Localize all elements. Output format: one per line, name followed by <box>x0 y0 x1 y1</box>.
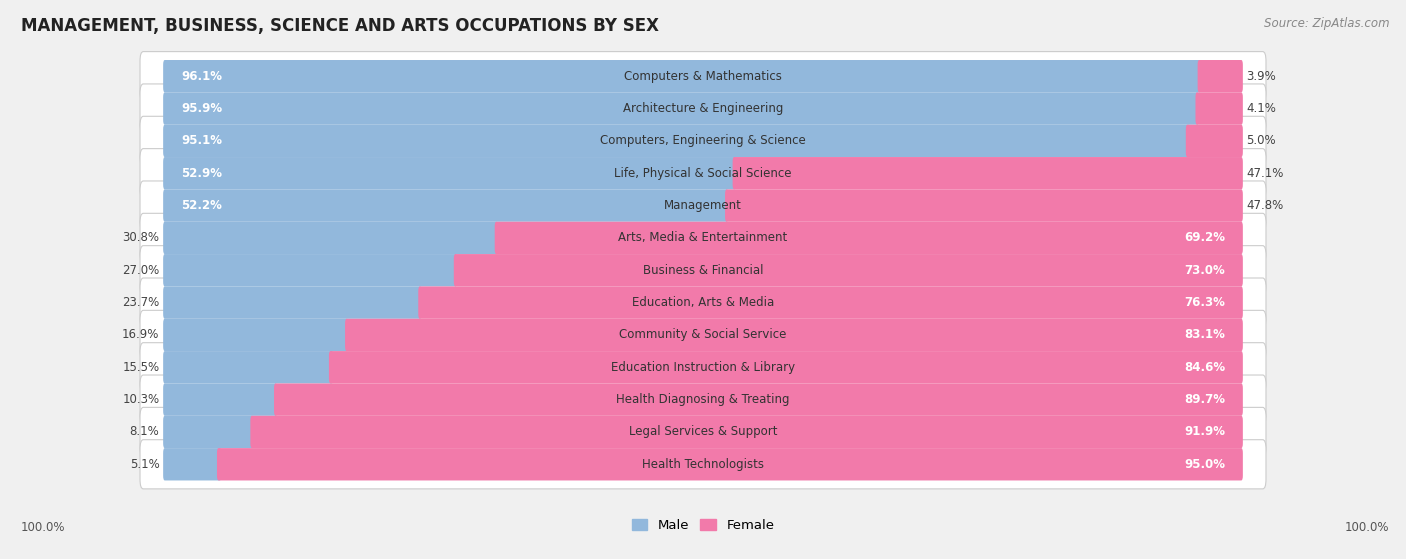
Text: Health Diagnosing & Treating: Health Diagnosing & Treating <box>616 393 790 406</box>
Text: 100.0%: 100.0% <box>1344 521 1389 534</box>
Text: 30.8%: 30.8% <box>122 231 159 244</box>
Text: 91.9%: 91.9% <box>1184 425 1225 438</box>
Text: Computers & Mathematics: Computers & Mathematics <box>624 70 782 83</box>
Text: 83.1%: 83.1% <box>1184 329 1225 342</box>
Text: 96.1%: 96.1% <box>181 70 222 83</box>
FancyBboxPatch shape <box>163 190 728 222</box>
Text: Business & Financial: Business & Financial <box>643 264 763 277</box>
FancyBboxPatch shape <box>141 116 1265 165</box>
Text: 5.1%: 5.1% <box>129 458 159 471</box>
Text: 5.0%: 5.0% <box>1247 134 1277 148</box>
Text: 100.0%: 100.0% <box>21 521 66 534</box>
Text: 10.3%: 10.3% <box>122 393 159 406</box>
FancyBboxPatch shape <box>163 125 1189 157</box>
Text: Computers, Engineering & Science: Computers, Engineering & Science <box>600 134 806 148</box>
FancyBboxPatch shape <box>141 149 1265 198</box>
FancyBboxPatch shape <box>733 157 1243 190</box>
FancyBboxPatch shape <box>163 254 457 286</box>
FancyBboxPatch shape <box>141 408 1265 457</box>
FancyBboxPatch shape <box>163 351 333 383</box>
FancyBboxPatch shape <box>141 310 1265 359</box>
FancyBboxPatch shape <box>163 448 221 481</box>
FancyBboxPatch shape <box>163 286 422 319</box>
FancyBboxPatch shape <box>329 351 1243 383</box>
FancyBboxPatch shape <box>725 190 1243 222</box>
Text: 52.2%: 52.2% <box>181 199 222 212</box>
Text: 95.9%: 95.9% <box>181 102 222 115</box>
FancyBboxPatch shape <box>1185 125 1243 157</box>
Text: Architecture & Engineering: Architecture & Engineering <box>623 102 783 115</box>
Text: 3.9%: 3.9% <box>1247 70 1277 83</box>
Text: 52.9%: 52.9% <box>181 167 222 179</box>
FancyBboxPatch shape <box>344 319 1243 351</box>
FancyBboxPatch shape <box>163 92 1199 125</box>
Text: Community & Social Service: Community & Social Service <box>619 329 787 342</box>
Text: Education, Arts & Media: Education, Arts & Media <box>631 296 775 309</box>
FancyBboxPatch shape <box>163 416 253 448</box>
Text: 16.9%: 16.9% <box>122 329 159 342</box>
FancyBboxPatch shape <box>217 448 1243 481</box>
FancyBboxPatch shape <box>418 286 1243 319</box>
Text: Life, Physical & Social Science: Life, Physical & Social Science <box>614 167 792 179</box>
FancyBboxPatch shape <box>163 60 1201 92</box>
FancyBboxPatch shape <box>454 254 1243 286</box>
Text: 47.8%: 47.8% <box>1247 199 1284 212</box>
Text: 84.6%: 84.6% <box>1184 361 1225 374</box>
FancyBboxPatch shape <box>163 383 277 416</box>
FancyBboxPatch shape <box>495 222 1243 254</box>
FancyBboxPatch shape <box>274 383 1243 416</box>
FancyBboxPatch shape <box>141 214 1265 263</box>
FancyBboxPatch shape <box>141 84 1265 133</box>
Text: Education Instruction & Library: Education Instruction & Library <box>612 361 794 374</box>
Text: 95.0%: 95.0% <box>1184 458 1225 471</box>
FancyBboxPatch shape <box>250 416 1243 448</box>
Text: 69.2%: 69.2% <box>1184 231 1225 244</box>
FancyBboxPatch shape <box>163 222 498 254</box>
FancyBboxPatch shape <box>163 319 349 351</box>
FancyBboxPatch shape <box>163 157 735 190</box>
Text: Legal Services & Support: Legal Services & Support <box>628 425 778 438</box>
Text: 27.0%: 27.0% <box>122 264 159 277</box>
FancyBboxPatch shape <box>141 181 1265 230</box>
Text: Health Technologists: Health Technologists <box>643 458 763 471</box>
Text: 47.1%: 47.1% <box>1247 167 1284 179</box>
FancyBboxPatch shape <box>141 440 1265 489</box>
Text: Source: ZipAtlas.com: Source: ZipAtlas.com <box>1264 17 1389 30</box>
Legend: Male, Female: Male, Female <box>626 513 780 537</box>
Text: 73.0%: 73.0% <box>1184 264 1225 277</box>
FancyBboxPatch shape <box>141 278 1265 327</box>
Text: 76.3%: 76.3% <box>1184 296 1225 309</box>
FancyBboxPatch shape <box>141 375 1265 424</box>
FancyBboxPatch shape <box>141 245 1265 295</box>
Text: Arts, Media & Entertainment: Arts, Media & Entertainment <box>619 231 787 244</box>
FancyBboxPatch shape <box>141 51 1265 101</box>
FancyBboxPatch shape <box>1198 60 1243 92</box>
Text: 15.5%: 15.5% <box>122 361 159 374</box>
Text: MANAGEMENT, BUSINESS, SCIENCE AND ARTS OCCUPATIONS BY SEX: MANAGEMENT, BUSINESS, SCIENCE AND ARTS O… <box>21 17 659 35</box>
Text: Management: Management <box>664 199 742 212</box>
FancyBboxPatch shape <box>141 343 1265 392</box>
Text: 4.1%: 4.1% <box>1247 102 1277 115</box>
Text: 95.1%: 95.1% <box>181 134 222 148</box>
FancyBboxPatch shape <box>1195 92 1243 125</box>
Text: 8.1%: 8.1% <box>129 425 159 438</box>
Text: 89.7%: 89.7% <box>1184 393 1225 406</box>
Text: 23.7%: 23.7% <box>122 296 159 309</box>
